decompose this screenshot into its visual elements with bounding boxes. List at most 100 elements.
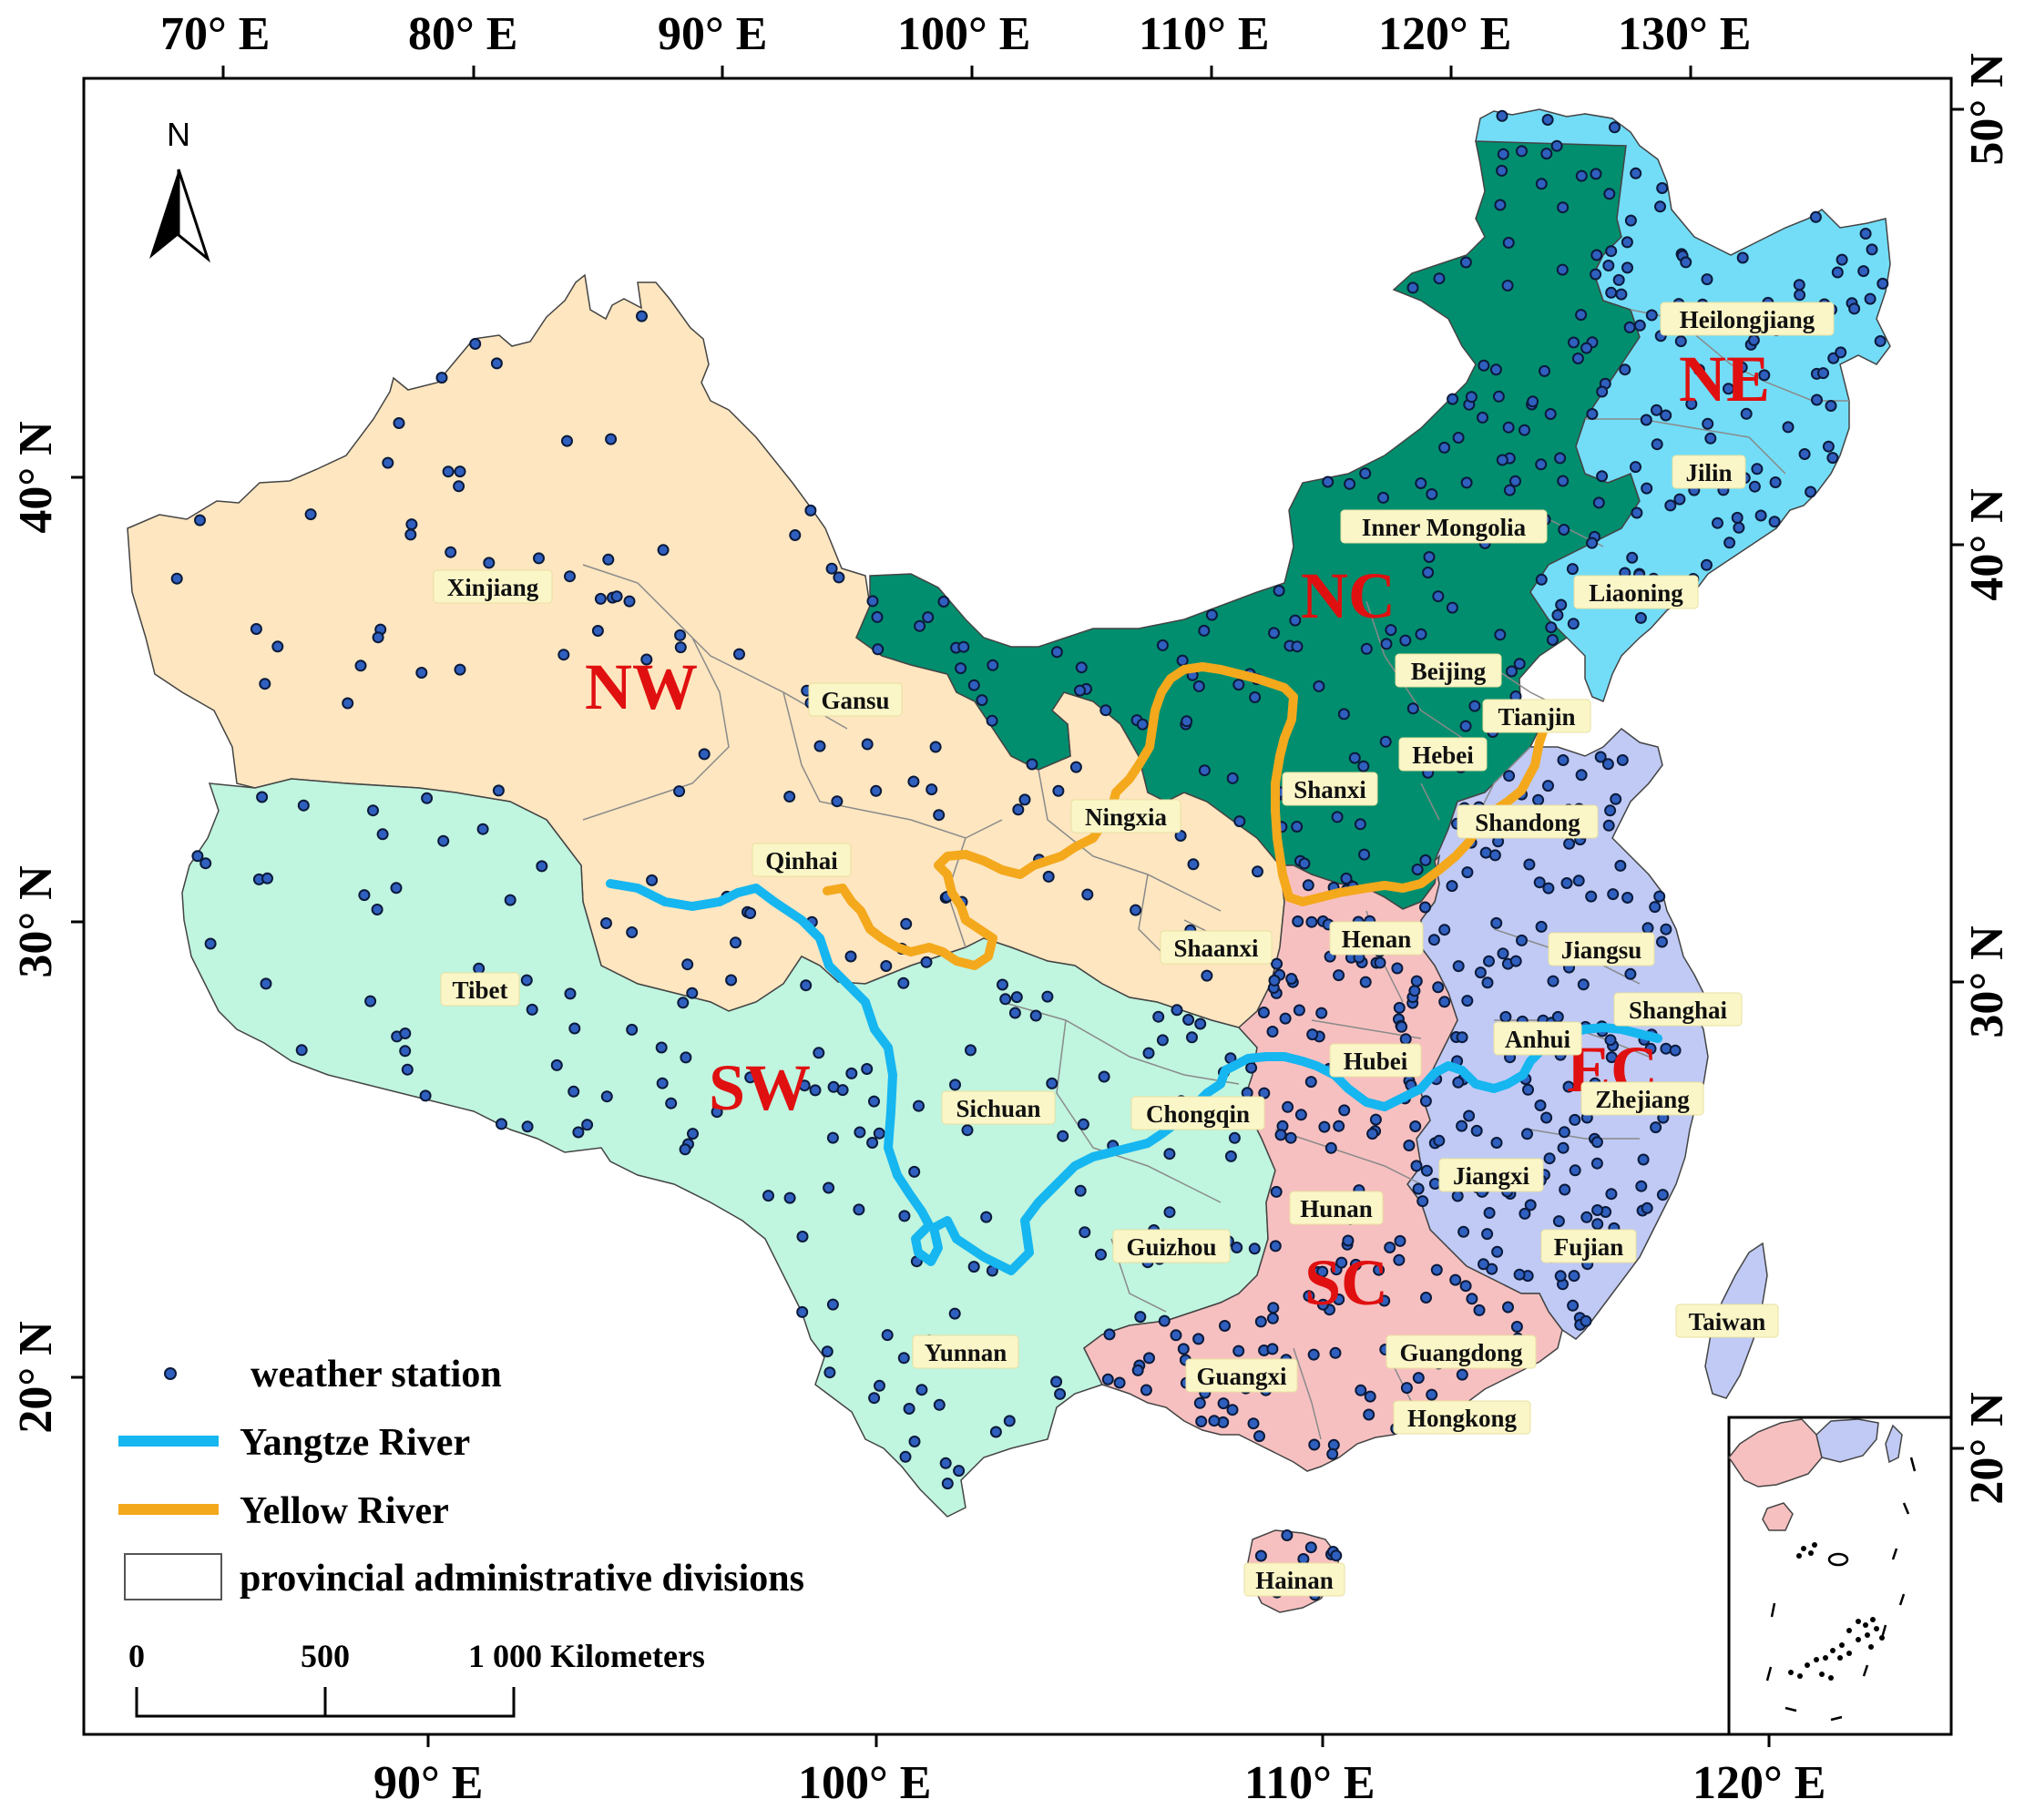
- weather-station-dot: [260, 977, 272, 990]
- weather-station-dot: [1050, 646, 1063, 659]
- weather-station-dot: [1614, 859, 1627, 872]
- svg-text:Beijing: Beijing: [1411, 658, 1487, 685]
- weather-station-dot: [376, 828, 389, 841]
- weather-station-dot: [1630, 167, 1642, 179]
- weather-station-dot: [1497, 148, 1509, 160]
- svg-text:Shanghai: Shanghai: [1629, 997, 1728, 1024]
- weather-station-dot: [1433, 272, 1446, 285]
- weather-station-dot: [1248, 1242, 1261, 1255]
- label-shaanxi: Shaanxi: [1160, 930, 1273, 965]
- weather-station-dot: [1535, 920, 1548, 933]
- label-tianjin: Tianjin: [1482, 699, 1591, 733]
- weather-station-dot: [880, 960, 893, 972]
- weather-station-dot: [679, 1143, 691, 1156]
- weather-station-dot: [399, 1028, 412, 1039]
- weather-station-dot: [1473, 1304, 1486, 1316]
- weather-station-dot: [1456, 1031, 1468, 1044]
- weather-station-dot: [1817, 367, 1829, 380]
- weather-station-dot: [1029, 1009, 1042, 1022]
- weather-station-dot: [1866, 243, 1878, 256]
- weather-station-dot: [1567, 618, 1580, 630]
- weather-station-dot: [600, 1090, 613, 1103]
- weather-station-dot: [967, 1261, 980, 1273]
- weather-station-dot: [1046, 1077, 1058, 1089]
- weather-station-dot: [1478, 359, 1490, 372]
- weather-station-dot: [1337, 708, 1350, 721]
- weather-station-dot: [1396, 1020, 1408, 1033]
- yellow-river: [823, 662, 1549, 970]
- weather-station-dot: [640, 653, 653, 666]
- weather-station-dot: [1503, 770, 1516, 782]
- weather-station-dot: [304, 508, 317, 521]
- weather-station-dot: [1546, 634, 1559, 646]
- weather-station-dot: [1563, 837, 1576, 850]
- weather-station-dot: [564, 987, 577, 1000]
- weather-station-dot: [1348, 752, 1361, 764]
- weather-station-dot: [908, 1165, 921, 1178]
- weather-station-dot: [1266, 1343, 1279, 1355]
- weather-station-dot: [1534, 1099, 1547, 1111]
- weather-station-dot: [1556, 263, 1569, 276]
- weather-station-dot: [897, 1352, 910, 1365]
- weather-station-dot: [1496, 454, 1508, 466]
- weather-station-dot: [1542, 882, 1555, 895]
- weather-station-dot: [1349, 1258, 1362, 1271]
- weather-station-dot: [1494, 629, 1507, 641]
- weather-station-dot: [602, 553, 615, 566]
- weather-station-dot: [937, 596, 950, 608]
- svg-text:Shaanxi: Shaanxi: [1173, 935, 1259, 962]
- weather-station-dot: [1095, 1248, 1107, 1261]
- weather-station-dot: [1456, 1368, 1468, 1381]
- weather-station-dot: [1568, 1270, 1580, 1283]
- weather-station-dot: [1794, 289, 1806, 302]
- weather-station-dot: [1876, 277, 1889, 290]
- weather-station-dot: [1152, 1010, 1165, 1023]
- weather-station-dot: [1594, 751, 1607, 763]
- weather-station-dot: [1420, 1164, 1433, 1177]
- weather-station-dot: [1285, 973, 1298, 985]
- weather-station-dot: [1156, 639, 1169, 651]
- svg-text:Jiangsu: Jiangsu: [1561, 936, 1642, 964]
- province-labels: Heilongjiang Jilin Liaoning Inner Mongol…: [433, 302, 1835, 1597]
- weather-station-dot: [390, 882, 403, 895]
- weather-station-dot: [1412, 1372, 1425, 1385]
- weather-station-dot: [1217, 1397, 1230, 1410]
- weather-station-dot: [1226, 1404, 1239, 1416]
- weather-station-dot: [1559, 1183, 1571, 1196]
- weather-station-dot: [1551, 1010, 1564, 1023]
- weather-station-dot: [469, 338, 482, 350]
- weather-station-dot: [1460, 476, 1473, 489]
- weather-station-dot: [1010, 991, 1023, 1004]
- label-heilongjiang: Heilongjiang: [1660, 302, 1835, 336]
- weather-station-dot: [730, 936, 741, 949]
- weather-station-dot: [1369, 1113, 1382, 1126]
- weather-station-dot: [1451, 1190, 1464, 1202]
- weather-station-dot: [1502, 421, 1515, 434]
- weather-station-dot: [1294, 1109, 1307, 1121]
- weather-station-dot: [1519, 424, 1530, 436]
- weather-station-dot: [1631, 506, 1643, 519]
- weather-station-dot: [1438, 996, 1451, 1008]
- weather-station-dot: [825, 562, 838, 575]
- weather-station-dot: [1205, 608, 1218, 621]
- weather-station-dot: [1490, 916, 1503, 929]
- weather-station-dot: [1163, 1206, 1176, 1219]
- label-zhejiang: Zhejiang: [1580, 1081, 1704, 1116]
- weather-station-dot: [421, 792, 434, 804]
- weather-station-dot: [191, 850, 204, 863]
- weather-station-dot: [1532, 793, 1545, 806]
- weather-station-dot: [1731, 511, 1744, 524]
- weather-station-dot: [1516, 934, 1528, 946]
- weather-station-dot: [813, 740, 826, 752]
- weather-station-dot: [561, 435, 573, 447]
- weather-station-dot: [399, 1045, 412, 1058]
- weather-station-dot: [1432, 981, 1445, 994]
- weather-station-dot: [1354, 818, 1366, 831]
- weather-station-dot: [1432, 590, 1445, 603]
- weather-station-dot: [1364, 1390, 1376, 1403]
- weather-station-dot: [1406, 702, 1419, 715]
- weather-station-dot: [1393, 1253, 1406, 1266]
- weather-station-dot: [1363, 1408, 1375, 1421]
- weather-station-dot: [870, 784, 883, 797]
- legend-yangtze: Yangtze River: [240, 1422, 470, 1464]
